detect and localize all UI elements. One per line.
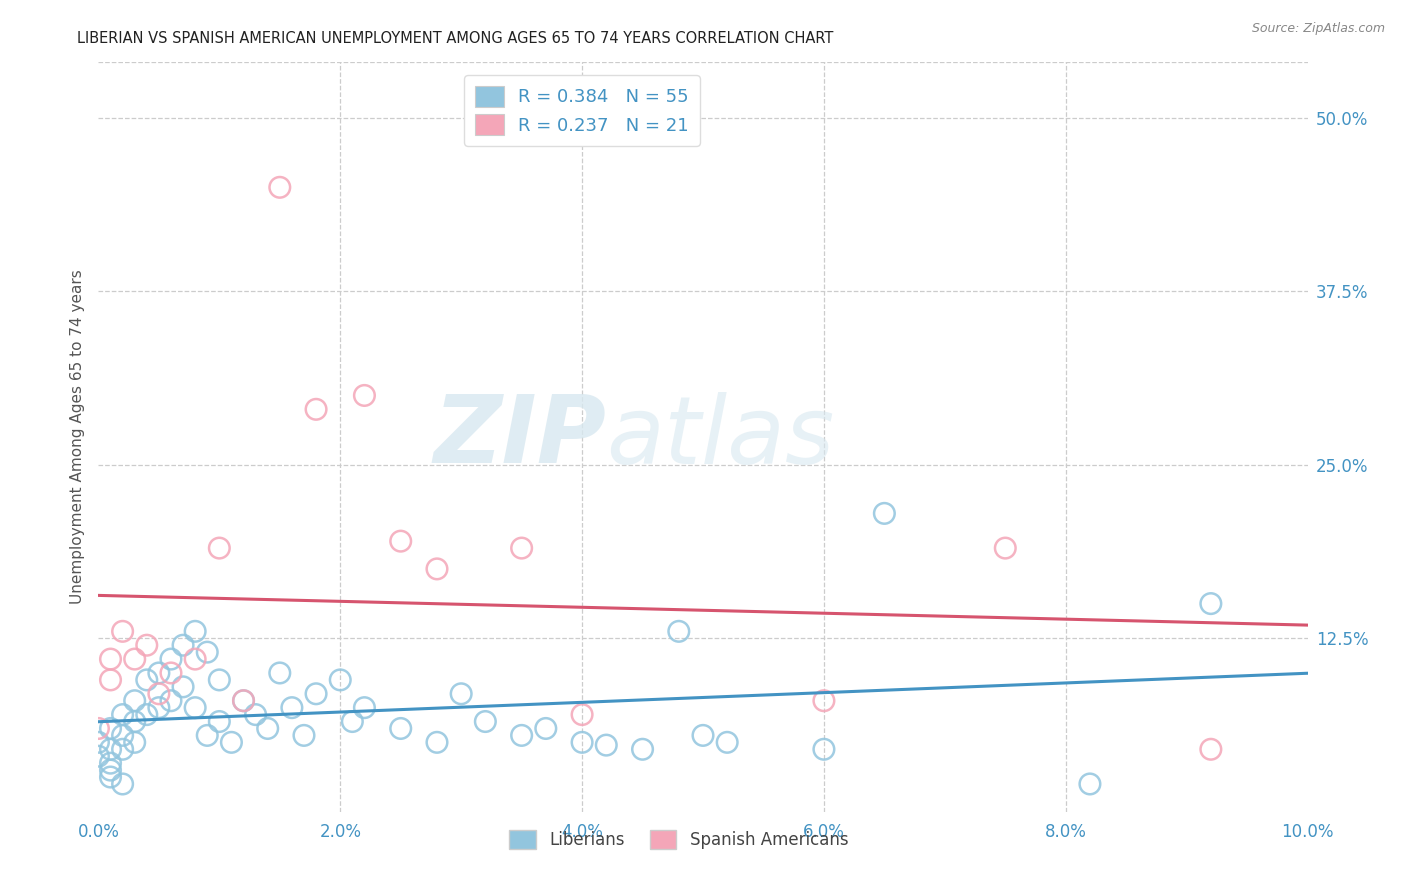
Point xyxy=(305,402,328,417)
Point xyxy=(426,562,449,576)
Point xyxy=(87,722,110,736)
Point xyxy=(100,742,122,756)
Point xyxy=(668,624,690,639)
Point xyxy=(281,700,304,714)
Point xyxy=(111,624,134,639)
Point xyxy=(256,722,278,736)
Point xyxy=(124,714,146,729)
Point xyxy=(571,735,593,749)
Point xyxy=(353,388,375,402)
Text: ZIP: ZIP xyxy=(433,391,606,483)
Point xyxy=(474,714,496,729)
Point xyxy=(160,652,183,666)
Point xyxy=(148,665,170,680)
Point xyxy=(305,687,328,701)
Point xyxy=(111,777,134,791)
Point xyxy=(1199,742,1222,756)
Point xyxy=(172,680,194,694)
Point xyxy=(124,694,146,708)
Point xyxy=(813,694,835,708)
Text: Source: ZipAtlas.com: Source: ZipAtlas.com xyxy=(1251,22,1385,36)
Legend: Liberians, Spanish Americans: Liberians, Spanish Americans xyxy=(502,823,855,855)
Point xyxy=(184,652,207,666)
Point xyxy=(100,770,122,784)
Point xyxy=(100,763,122,777)
Point xyxy=(716,735,738,749)
Point xyxy=(292,728,315,742)
Point xyxy=(813,742,835,756)
Point xyxy=(571,707,593,722)
Point xyxy=(873,507,896,521)
Point xyxy=(426,735,449,749)
Point xyxy=(100,652,122,666)
Point xyxy=(135,707,157,722)
Point xyxy=(342,714,364,729)
Point xyxy=(172,638,194,652)
Point xyxy=(269,180,291,194)
Point xyxy=(232,694,254,708)
Point xyxy=(534,722,557,736)
Point xyxy=(208,541,231,555)
Point xyxy=(100,722,122,736)
Point xyxy=(994,541,1017,555)
Point xyxy=(221,735,243,749)
Point xyxy=(195,645,218,659)
Point xyxy=(510,541,533,555)
Point xyxy=(353,700,375,714)
Point xyxy=(329,673,352,687)
Point xyxy=(124,735,146,749)
Point xyxy=(631,742,654,756)
Point xyxy=(232,694,254,708)
Point xyxy=(87,749,110,764)
Point xyxy=(87,735,110,749)
Point xyxy=(184,624,207,639)
Point xyxy=(111,707,134,722)
Point xyxy=(111,728,134,742)
Y-axis label: Unemployment Among Ages 65 to 74 years: Unemployment Among Ages 65 to 74 years xyxy=(69,269,84,605)
Point xyxy=(100,673,122,687)
Point xyxy=(195,728,218,742)
Point xyxy=(1199,597,1222,611)
Point xyxy=(208,673,231,687)
Point xyxy=(510,728,533,742)
Point xyxy=(124,652,146,666)
Point xyxy=(135,638,157,652)
Text: atlas: atlas xyxy=(606,392,835,483)
Point xyxy=(595,738,617,752)
Point xyxy=(269,665,291,680)
Point xyxy=(389,534,412,549)
Point xyxy=(692,728,714,742)
Point xyxy=(389,722,412,736)
Point xyxy=(100,756,122,771)
Point xyxy=(148,687,170,701)
Point xyxy=(135,673,157,687)
Point xyxy=(160,665,183,680)
Point xyxy=(184,700,207,714)
Point xyxy=(450,687,472,701)
Point xyxy=(208,714,231,729)
Point xyxy=(111,742,134,756)
Point xyxy=(160,694,183,708)
Point xyxy=(1078,777,1101,791)
Text: LIBERIAN VS SPANISH AMERICAN UNEMPLOYMENT AMONG AGES 65 TO 74 YEARS CORRELATION : LIBERIAN VS SPANISH AMERICAN UNEMPLOYMEN… xyxy=(77,31,834,46)
Point xyxy=(148,700,170,714)
Point xyxy=(245,707,267,722)
